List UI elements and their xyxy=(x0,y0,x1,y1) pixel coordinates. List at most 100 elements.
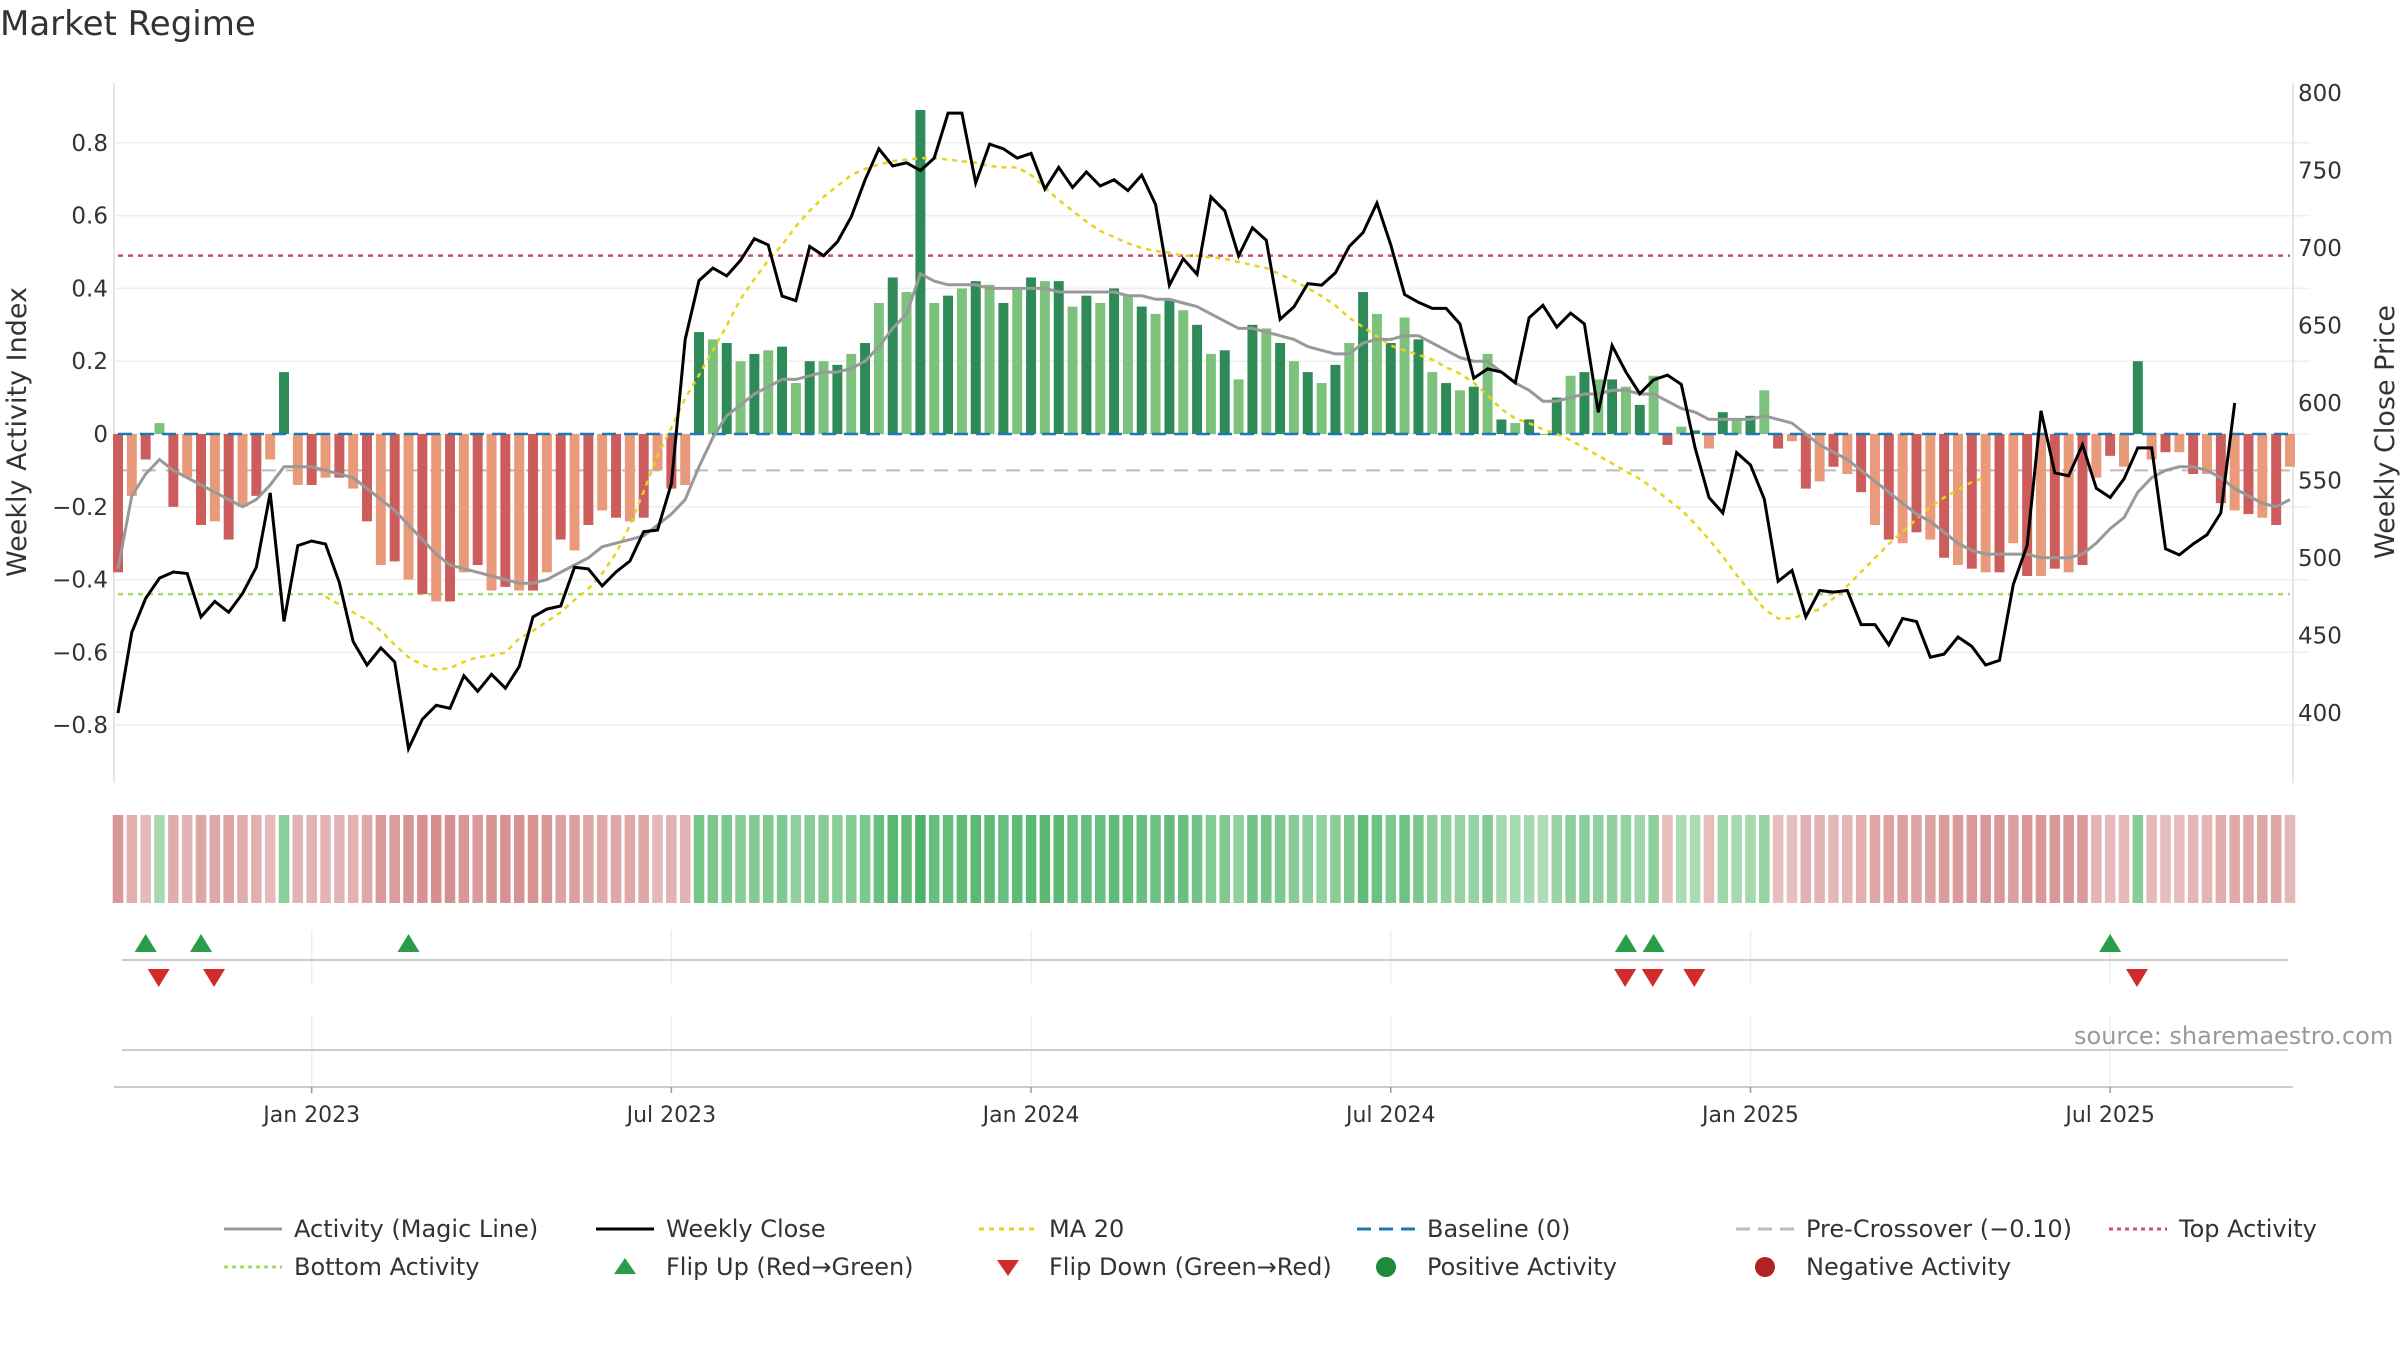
legend-line-icon xyxy=(1357,1227,1415,1231)
heat-strip-cell xyxy=(1108,815,1120,903)
activity-bar xyxy=(583,434,594,525)
activity-bar xyxy=(2285,434,2295,467)
activity-bar xyxy=(2257,434,2268,518)
activity-bar xyxy=(1731,419,1742,434)
heat-strip-cell xyxy=(735,815,746,903)
heat-strip-cell xyxy=(1828,815,1839,903)
activity-bar xyxy=(2119,434,2129,467)
activity-bar xyxy=(721,343,732,434)
legend-label: Pre-Crossover (−0.10) xyxy=(1806,1215,2073,1243)
heat-strip-cell xyxy=(2187,815,2199,903)
legend-item: MA 20 xyxy=(977,1211,1124,1247)
activity-bar xyxy=(1690,430,1701,434)
activity-bar xyxy=(514,434,525,591)
heat-strip-cell xyxy=(845,815,857,903)
heat-strip-cell xyxy=(2257,815,2268,903)
heat-strip-cell xyxy=(998,815,1009,903)
heat-strip-cell xyxy=(1897,815,1908,903)
activity-bar xyxy=(832,364,843,434)
x-tick-label: Jan 2024 xyxy=(981,1103,1080,1128)
heat-strip-cell xyxy=(1330,815,1341,903)
activity-bar xyxy=(2008,434,2019,544)
legend-label: Baseline (0) xyxy=(1427,1215,1571,1243)
flip-down-marker xyxy=(1683,969,1706,987)
activity-bar xyxy=(458,434,469,573)
heat-strip-cell xyxy=(1316,815,1327,903)
activity-bar xyxy=(929,302,940,434)
activity-bar xyxy=(1703,434,1714,449)
activity-bar xyxy=(182,434,193,478)
chart-title: Market Regime xyxy=(0,4,256,44)
heat-strip-cell xyxy=(1454,815,1466,903)
heat-strip-cell xyxy=(1689,815,1701,903)
heat-strip-cell xyxy=(1745,815,1756,903)
heat-strip-cell xyxy=(1759,815,1770,903)
heat-strip-cell xyxy=(1247,815,1258,903)
activity-bar xyxy=(1275,343,1286,434)
activity-bar xyxy=(694,332,705,434)
heat-strip-cell xyxy=(707,815,719,903)
legend-item: Bottom Activity xyxy=(222,1249,479,1285)
activity-bar xyxy=(1109,288,1120,434)
activity-bar xyxy=(998,302,1009,434)
heat-strip-cell xyxy=(154,815,165,903)
legend-label: Flip Down (Green→Red) xyxy=(1049,1253,1332,1281)
flip-up-marker xyxy=(2099,934,2122,952)
activity-bar xyxy=(1358,292,1369,434)
activity-bar xyxy=(1786,434,1797,442)
activity-bar xyxy=(2049,434,2060,569)
heat-strip-cell xyxy=(1579,815,1590,903)
heat-strip-cell xyxy=(915,815,926,903)
activity-bar xyxy=(1966,434,1977,569)
activity-bar xyxy=(2215,434,2226,504)
activity-bar xyxy=(1939,434,1950,558)
heat-strip-cell xyxy=(1523,815,1535,903)
y-right-tick-label: 600 xyxy=(2298,391,2342,417)
heat-strip-cell xyxy=(2063,815,2074,903)
heat-strip-cell xyxy=(209,815,221,903)
activity-bar xyxy=(1911,434,1922,533)
activity-bar xyxy=(735,361,746,434)
heat-strip-cell xyxy=(693,815,705,903)
heat-strip-cell xyxy=(1302,815,1314,903)
activity-bar xyxy=(1178,310,1189,434)
source-note: source: sharemaestro.com xyxy=(2074,1022,2394,1050)
activity-bar xyxy=(915,110,926,434)
legend-item: Top Activity xyxy=(2107,1211,2317,1247)
activity-bar xyxy=(223,434,234,540)
heat-strip-cell xyxy=(2021,815,2033,903)
y-left-tick-label: 0.8 xyxy=(71,131,108,157)
heat-strip-cell xyxy=(583,815,594,903)
legend-line-icon xyxy=(2109,1227,2167,1231)
legend-item: Activity (Magic Line) xyxy=(222,1211,538,1247)
activity-bar xyxy=(251,434,262,496)
activity-bar xyxy=(846,353,857,434)
heat-strip-cell xyxy=(2104,815,2116,903)
y-right-tick-label: 500 xyxy=(2298,546,2342,572)
heat-strip-cell xyxy=(292,815,304,903)
y-left-axis-title: Weekly Activity Index xyxy=(2,287,33,577)
legend-line-icon xyxy=(979,1227,1037,1231)
activity-bar xyxy=(1510,423,1521,434)
activity-bar xyxy=(1759,390,1770,434)
heat-strip-cell xyxy=(251,815,262,903)
y-left-tick-label: −0.6 xyxy=(52,640,108,666)
heat-strip-cell xyxy=(513,815,525,903)
activity-bar xyxy=(1676,426,1687,434)
heat-strip-cell xyxy=(1537,815,1549,903)
activity-bar xyxy=(2063,434,2074,573)
y-right-tick-label: 400 xyxy=(2298,701,2342,727)
activity-bar xyxy=(597,434,608,511)
y-right-tick-label: 550 xyxy=(2298,469,2342,495)
activity-bar xyxy=(1897,434,1908,544)
activity-bar xyxy=(1496,419,1507,434)
heat-strip-cell xyxy=(181,815,193,903)
activity-bar xyxy=(1302,372,1313,434)
activity-bar xyxy=(209,434,220,522)
heat-strip-cell xyxy=(1648,815,1659,903)
activity-bar xyxy=(306,434,317,485)
heat-strip-cell xyxy=(1772,815,1784,903)
flip-up-marker xyxy=(134,934,157,952)
heat-strip-cell xyxy=(2077,815,2088,903)
activity-bar xyxy=(1344,343,1355,434)
